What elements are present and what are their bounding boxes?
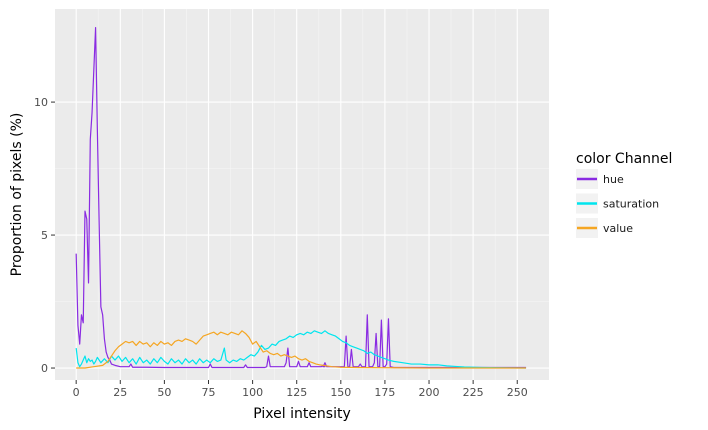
legend-label-hue: hue bbox=[603, 173, 624, 186]
plot-panel bbox=[55, 9, 549, 380]
x-tick-label: 125 bbox=[286, 386, 307, 399]
series-line-hue bbox=[75, 27, 527, 369]
y-tick-label: 10 bbox=[34, 96, 48, 109]
legend-title: color Channel bbox=[576, 151, 672, 167]
series-layer bbox=[75, 27, 527, 369]
series-line-value bbox=[76, 330, 527, 369]
x-tick-label: 175 bbox=[374, 386, 395, 399]
x-tick-label: 150 bbox=[330, 386, 351, 399]
x-tick-label: 250 bbox=[507, 386, 528, 399]
x-tick-label: 0 bbox=[73, 386, 80, 399]
y-tick-label: 5 bbox=[41, 229, 48, 242]
legend-label-saturation: saturation bbox=[603, 198, 659, 211]
x-axis: 0 25 50 75 100 125 150 175 200 225 250 bbox=[73, 380, 528, 399]
x-tick-label: 100 bbox=[242, 386, 263, 399]
x-tick-label: 25 bbox=[113, 386, 127, 399]
x-tick-label: 200 bbox=[419, 386, 440, 399]
y-tick-label: 0 bbox=[41, 362, 48, 375]
legend: color Channel hue saturation value bbox=[576, 151, 672, 238]
major-gridlines bbox=[55, 9, 549, 380]
series-line-saturation bbox=[75, 330, 527, 369]
x-tick-label: 225 bbox=[463, 386, 484, 399]
x-axis-title: Pixel intensity bbox=[253, 406, 351, 422]
y-axis-title: Proportion of pixels (%) bbox=[9, 113, 25, 277]
x-tick-label: 50 bbox=[157, 386, 171, 399]
y-axis: 0 5 10 bbox=[34, 96, 55, 375]
legend-label-value: value bbox=[603, 222, 633, 235]
minor-gridlines bbox=[55, 9, 549, 380]
x-tick-label: 75 bbox=[201, 386, 215, 399]
